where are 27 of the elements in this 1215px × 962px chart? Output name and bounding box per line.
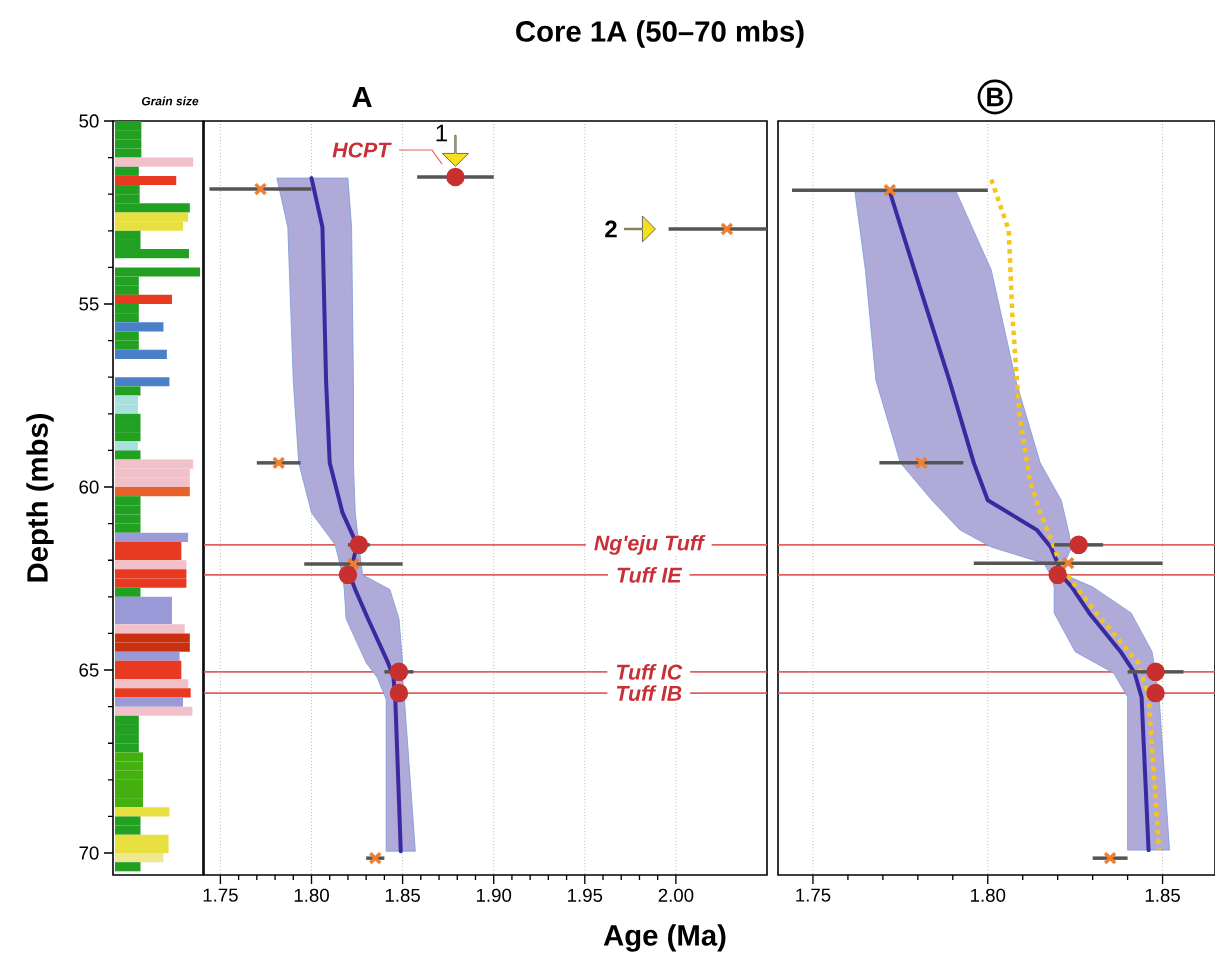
chart-title: B	[987, 87, 1004, 107]
x-tick-label: 2.00	[658, 888, 694, 902]
x-tick-label: 1.95	[568, 888, 603, 902]
annotation: HCPT	[332, 142, 392, 158]
y-tick-label: 65	[79, 663, 99, 677]
text: Core 1A (50–70 mbs)	[516, 20, 804, 48]
x-tick-label: 1.85	[1145, 888, 1180, 902]
y-tick-label: 60	[79, 480, 99, 494]
x-tick-label: 1.80	[971, 888, 1006, 902]
y-tick-label: 55	[79, 297, 99, 311]
x-axis-title: Age (Ma)	[603, 924, 726, 952]
y-tick-label: 50	[79, 114, 99, 128]
ref-line-label: Tuff IB	[616, 685, 682, 701]
y-axis-title: Depth (mbs)	[26, 413, 54, 582]
chart-title: A	[352, 86, 372, 108]
x-tick-label: 1.90	[476, 888, 512, 902]
x-tick-label: 1.75	[203, 888, 238, 902]
annotation: 1	[436, 124, 447, 142]
x-tick-label: 1.85	[385, 888, 420, 902]
ref-line-label: Tuff IE	[617, 567, 683, 583]
annotation: 2	[605, 220, 617, 238]
x-tick-label: 1.75	[796, 888, 831, 902]
y-tick-label: 70	[79, 846, 99, 860]
ref-line-label: Tuff IC	[616, 664, 683, 680]
x-axis-title: Grain size	[141, 96, 199, 106]
x-tick-label: 1.80	[294, 888, 329, 902]
ref-line-label: Ng'eju Tuff	[594, 534, 706, 555]
